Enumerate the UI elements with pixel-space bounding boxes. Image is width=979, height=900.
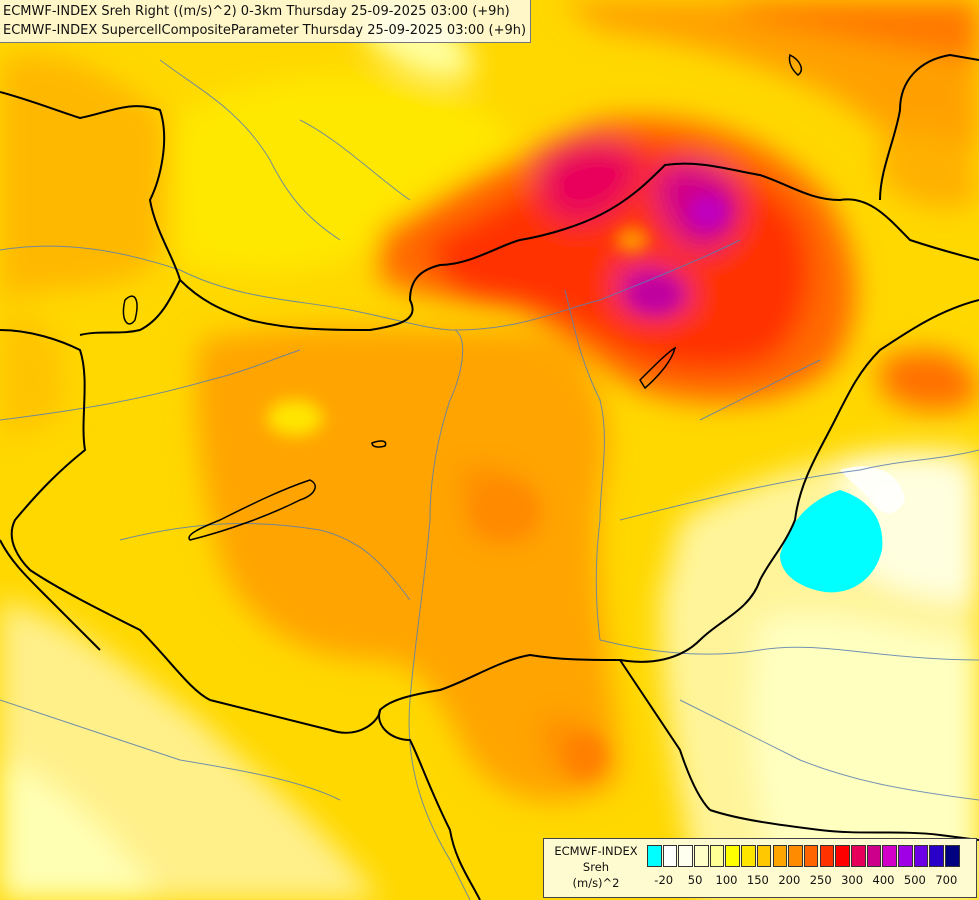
legend-model: ECMWF-INDEX (554, 844, 638, 858)
legend-swatch (647, 845, 662, 867)
legend-swatches (647, 845, 961, 867)
legend-unit: (m/s)^2 (572, 876, 620, 890)
legend-swatch (725, 845, 741, 867)
legend-swatch (694, 845, 709, 867)
legend-tick-label: -20 (654, 873, 674, 887)
country-borders (0, 53, 979, 900)
legend-swatch (929, 845, 944, 867)
legend-swatch (882, 845, 897, 867)
legend-swatch (788, 845, 803, 867)
legend-variable: Sreh (582, 860, 610, 874)
legend-swatch (756, 845, 772, 867)
legend-label: ECMWF-INDEX Sreh (m/s)^2 (548, 843, 644, 891)
legend-swatch (662, 845, 678, 867)
legend-tick-label: 500 (903, 873, 926, 887)
color-legend: ECMWF-INDEX Sreh (m/s)^2 -20 50 100 150 200 2… (543, 838, 977, 898)
legend-tick-label: 150 (746, 873, 769, 887)
lakes (122, 53, 802, 541)
legend-tick-label: 300 (841, 873, 864, 887)
legend-swatch (866, 845, 882, 867)
rivers (0, 59, 979, 900)
legend-swatch (945, 845, 960, 867)
legend-swatch (913, 845, 929, 867)
legend-swatch (709, 845, 725, 867)
legend-swatch (741, 845, 756, 867)
legend-tick-label: 400 (872, 873, 895, 887)
title-box: ECMWF-INDEX Sreh Right ((m/s)^2) 0-3km T… (0, 0, 532, 43)
legend-tick-label: 700 (935, 873, 958, 887)
white-zone (840, 466, 905, 514)
legend-swatch (772, 845, 788, 867)
legend-swatch (898, 845, 913, 867)
legend-swatch (835, 845, 850, 867)
legend-swatch (803, 845, 819, 867)
legend-tick-label: 100 (715, 873, 738, 887)
legend-tick-label: 250 (809, 873, 832, 887)
legend-swatch (819, 845, 835, 867)
legend-swatch (850, 845, 866, 867)
cyan-zone (780, 490, 883, 593)
legend-tick-label: 50 (687, 873, 703, 887)
legend-swatch (678, 845, 693, 867)
legend-ticks: -20 50 100 150 200 250 300 400 500 700 (647, 873, 977, 889)
title-line-1: ECMWF-INDEX Sreh Right ((m/s)^2) 0-3km T… (3, 4, 510, 19)
legend-tick-label: 200 (778, 873, 801, 887)
title-line-2: ECMWF-INDEX SupercellCompositeParameter … (3, 23, 527, 38)
sreh-field-detail (267, 194, 728, 777)
